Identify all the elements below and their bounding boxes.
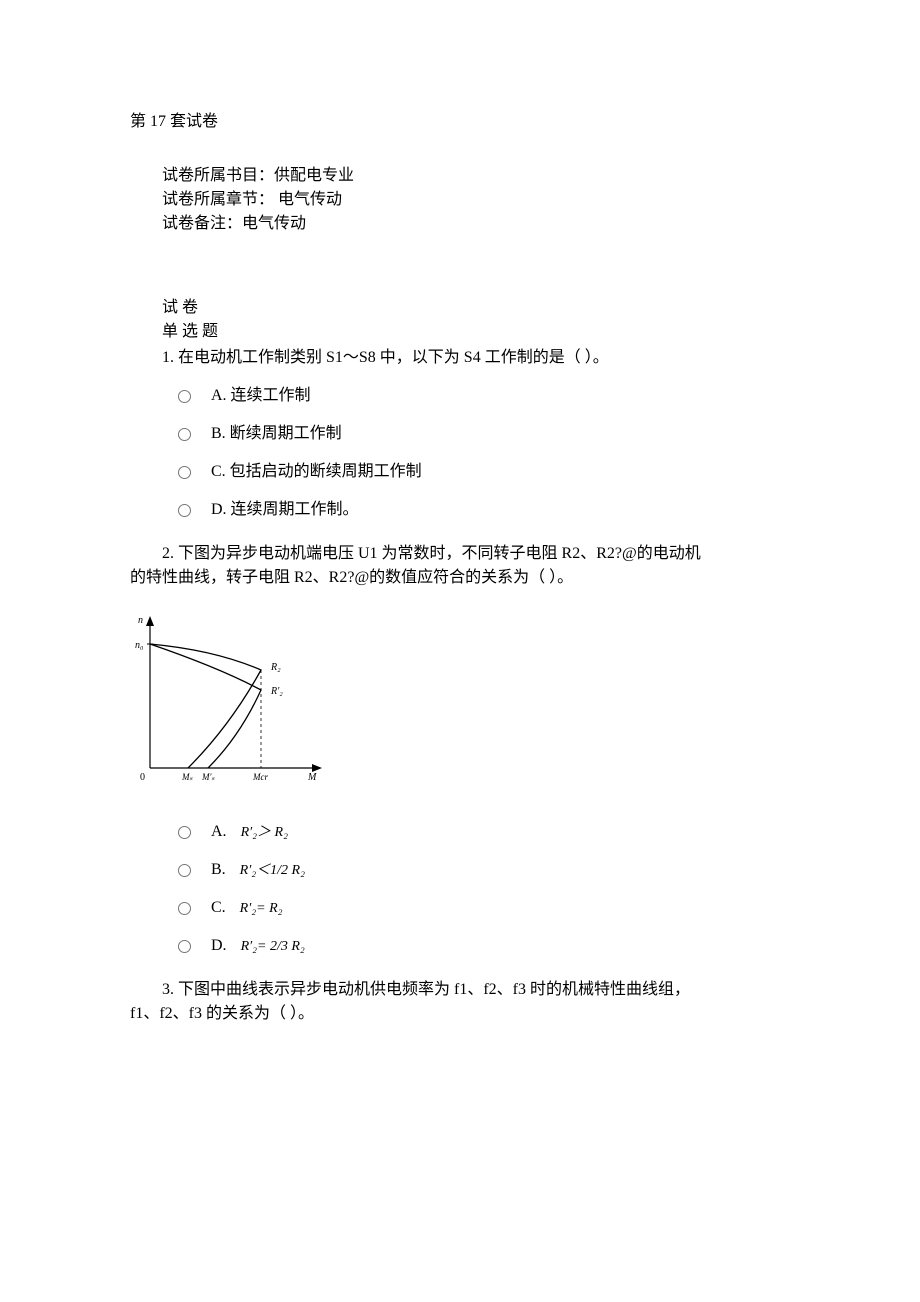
q2-radio-d[interactable] [178,940,191,953]
q1-option-d: D. 连续周期工作制。 [178,498,830,522]
q1-text: 1. 在电动机工作制类别 S1～S8 中，以下为 S4 工作制的是（ ）。 [130,346,830,370]
q2-a-letter: A. [211,823,227,840]
label-r2: R₂ [270,662,281,673]
exam-label: 试 卷 [162,296,830,320]
q1-option-c: C. 包括启动的断续周期工作制 [178,460,830,484]
chart-n0-label: n₀ [135,640,144,651]
q2-c-letter: C. [211,899,226,916]
question-1: 1. 在电动机工作制类别 S1～S8 中，以下为 S4 工作制的是（ ）。 A.… [130,346,830,522]
q1-option-b: B. 断续周期工作制 [178,422,830,446]
question-2: 2. 下图为异步电动机端电压 U1 为常数时，不同转子电阻 R2、R2?@的电动… [130,542,830,958]
q2-chart: n n₀ 0 Mₛ M′ₛ Mcr M R₂ R′₂ [130,608,830,806]
curve-r2 [150,644,261,768]
q1-option-c-label: C. 包括启动的断续周期工作制 [211,460,422,484]
q1-option-a: A. 连续工作制 [178,384,830,408]
q1-option-b-label: B. 断续周期工作制 [211,422,342,446]
q2-a-formula: R′₂＞ R₂ [241,822,288,843]
q2-radio-b[interactable] [178,864,191,877]
label-r2p: R′₂ [270,686,283,697]
meta-remark: 试卷备注：电气传动 [162,212,830,236]
q2-radio-c[interactable] [178,902,191,915]
page-title: 第 17 套试卷 [130,110,830,134]
q2-option-a-label: A. R′₂＞ R₂ [211,820,288,844]
chart-ms: Mₛ [181,772,193,782]
motor-curve-chart: n n₀ 0 Mₛ M′ₛ Mcr M R₂ R′₂ [130,608,330,798]
chart-y-label: n [138,615,143,626]
q3-text-1: 3. 下图中曲线表示异步电动机供电频率为 f1、f2、f3 时的机械特性曲线组， [130,978,830,1002]
q2-text-1: 2. 下图为异步电动机端电压 U1 为常数时，不同转子电阻 R2、R2?@的电动… [130,542,830,566]
q2-b-letter: B. [211,861,226,878]
meta-book: 试卷所属书目：供配电专业 [162,164,830,188]
q2-b-formula: R′₂＜1/2 R₂ [240,860,305,881]
q2-text-2: 的特性曲线，转子电阻 R2、R2?@的数值应符合的关系为（ ）。 [130,566,830,590]
meta-block: 试卷所属书目：供配电专业 试卷所属章节： 电气传动 试卷备注：电气传动 [162,164,830,236]
q2-d-letter: D. [211,937,227,954]
q2-c-formula: R′₂= R₂ [240,898,283,919]
q1-radio-a[interactable] [178,390,191,403]
q2-option-c-label: C. R′₂= R₂ [211,896,283,920]
q1-option-d-label: D. 连续周期工作制。 [211,498,359,522]
question-3: 3. 下图中曲线表示异步电动机供电频率为 f1、f2、f3 时的机械特性曲线组，… [130,978,830,1026]
q2-option-d: D. R′₂= 2/3 R₂ [178,934,830,958]
q2-radio-a[interactable] [178,826,191,839]
chart-x-label: M [307,772,317,783]
q2-option-d-label: D. R′₂= 2/3 R₂ [211,934,305,958]
chart-msp: M′ₛ [201,772,215,782]
chart-mcr: Mcr [252,772,268,782]
q2-option-b-label: B. R′₂＜1/2 R₂ [211,858,305,882]
q1-radio-d[interactable] [178,504,191,517]
mc-label: 单 选 题 [162,320,830,344]
meta-chapter: 试卷所属章节： 电气传动 [162,188,830,212]
q2-option-a: A. R′₂＞ R₂ [178,820,830,844]
q2-option-b: B. R′₂＜1/2 R₂ [178,858,830,882]
q2-option-c: C. R′₂= R₂ [178,896,830,920]
q3-text-2: f1、f2、f3 的关系为（ ）。 [130,1002,830,1026]
q1-radio-b[interactable] [178,428,191,441]
q1-option-a-label: A. 连续工作制 [211,384,311,408]
chart-origin: 0 [140,772,145,783]
q1-radio-c[interactable] [178,466,191,479]
q2-d-formula: R′₂= 2/3 R₂ [241,936,305,957]
